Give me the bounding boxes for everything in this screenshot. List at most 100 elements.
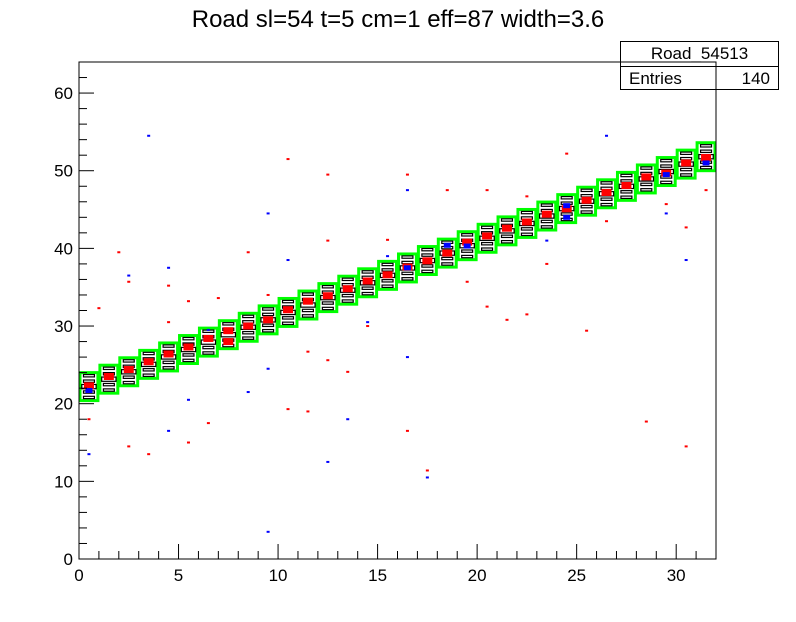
plot-frame: [78, 61, 717, 560]
road-cell: [436, 237, 458, 269]
red-hit: [684, 226, 688, 229]
hit-box: [520, 232, 533, 237]
hit-box: [281, 299, 295, 304]
hit-box: [242, 330, 255, 335]
red-hit: [704, 189, 708, 192]
road-cell: [217, 319, 239, 351]
x-tick-label: 10: [269, 566, 288, 585]
red-hit: [286, 158, 290, 161]
red-hit: [97, 307, 101, 310]
blue-hit: [167, 266, 171, 269]
hit-box: [142, 351, 155, 356]
road-cell: [476, 222, 498, 254]
hit-box: [401, 255, 414, 259]
hit-box: [560, 195, 573, 200]
x-tick-label: 15: [368, 566, 387, 585]
road-cell: [536, 200, 558, 232]
blue-hit: [286, 259, 290, 262]
red-hit: [382, 271, 393, 279]
road-cell: [98, 363, 120, 395]
red-hit: [482, 232, 493, 240]
road-cell: [416, 245, 438, 277]
hit-box: [102, 366, 115, 371]
blue-hit: [85, 387, 93, 393]
hit-box: [381, 279, 394, 283]
road-cell: [297, 289, 319, 321]
red-hit: [322, 292, 333, 300]
road-cell: [78, 371, 100, 403]
blue-hit: [405, 356, 409, 359]
red-hit: [246, 251, 250, 254]
blue-hit: [346, 418, 350, 421]
road-cell: [516, 207, 538, 239]
hit-box: [242, 314, 255, 319]
hit-box: [381, 284, 394, 288]
hit-box: [341, 277, 354, 282]
hit-box: [202, 345, 215, 350]
red-hit: [445, 189, 449, 192]
hit-box: [242, 336, 255, 340]
hit-box: [481, 241, 494, 246]
hit-box: [202, 351, 215, 355]
y-tick-label: 0: [64, 550, 73, 569]
hit-box: [461, 249, 474, 253]
hit-box: [580, 188, 593, 193]
blue-hit: [366, 321, 370, 324]
hit-box: [162, 360, 175, 365]
red-hit: [581, 196, 592, 204]
red-hit: [326, 359, 330, 362]
red-hit: [405, 173, 409, 176]
red-hit: [123, 366, 134, 374]
road-cell: [158, 341, 180, 373]
y-tick-label: 30: [54, 317, 73, 336]
red-hit: [117, 251, 121, 254]
hit-box: [321, 284, 334, 289]
red-hit: [302, 297, 313, 305]
hit-box: [680, 151, 693, 156]
road-cell: [596, 178, 617, 210]
hit-box: [281, 321, 295, 326]
red-hit: [585, 329, 589, 332]
x-tick-label: 25: [567, 566, 586, 585]
road-cell: [635, 163, 657, 195]
road-cell: [655, 156, 677, 188]
hit-box: [301, 292, 314, 296]
road-cell: [496, 215, 518, 247]
axes-layer: 0 5 10 15 20 25 30 0 10 20 30 40 50 60: [54, 61, 717, 585]
red-hit: [681, 159, 692, 167]
hit-box: [640, 188, 653, 192]
blue-hit: [545, 239, 549, 242]
red-hit: [103, 373, 114, 381]
hit-box: [620, 190, 633, 194]
hit-box: [401, 277, 414, 281]
hit-box: [122, 375, 135, 379]
hit-box: [142, 373, 155, 377]
red-hit: [422, 257, 433, 265]
red-hit: [186, 441, 190, 444]
blue-hit: [405, 189, 409, 192]
hits-layer: [83, 134, 712, 533]
hit-box: [600, 197, 613, 201]
hit-box: [600, 202, 613, 207]
red-hit: [263, 316, 274, 324]
hit-box: [301, 308, 314, 313]
red-hit: [605, 220, 609, 223]
hit-box: [660, 164, 673, 168]
hit-box: [640, 166, 653, 170]
blue-hit: [403, 265, 411, 271]
red-hit: [505, 318, 509, 321]
hit-box: [262, 307, 275, 311]
hit-box: [281, 316, 295, 320]
blue-hit: [662, 172, 670, 178]
stats-entries-value: 140: [741, 69, 770, 88]
red-hit: [521, 218, 532, 226]
hit-box: [361, 270, 374, 274]
hit-box: [142, 368, 155, 372]
x-tick-label: 5: [174, 566, 183, 585]
blue-hit: [463, 243, 471, 249]
hit-box: [321, 306, 334, 311]
hit-box: [481, 225, 494, 230]
hit-box: [182, 358, 195, 363]
red-hit: [462, 238, 473, 246]
hit-box: [660, 180, 673, 185]
